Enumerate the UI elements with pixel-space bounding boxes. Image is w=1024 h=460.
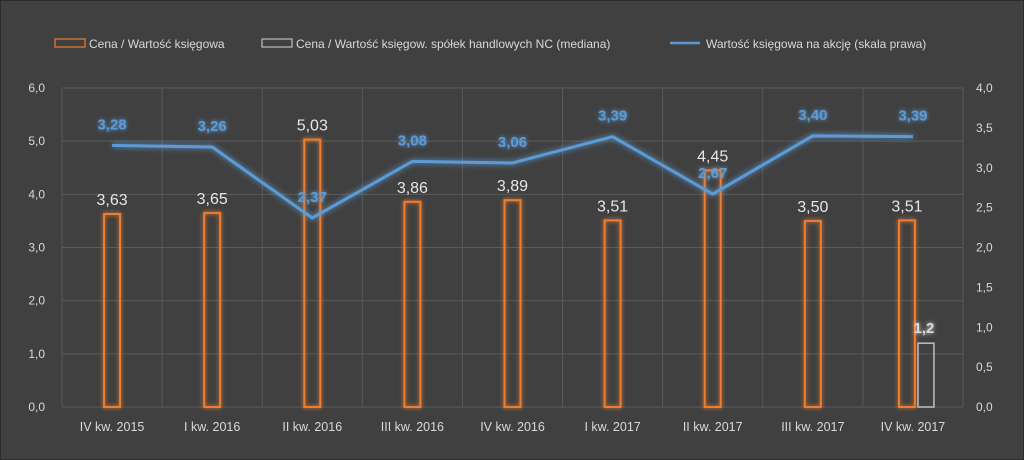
- bar-data-label: 5,03: [297, 118, 328, 135]
- y-left-tick-label: 5,0: [28, 134, 45, 148]
- x-tick-label: III kw. 2017: [781, 420, 844, 434]
- bar-series: [103, 138, 935, 409]
- y-right-tick-label: 4,0: [976, 81, 993, 95]
- x-tick-label: IV kw. 2016: [480, 420, 545, 434]
- y-axis-right: 0,0 0,5 1,0 1,5 2,0 2,5 3,0 3,5 4,0: [976, 81, 993, 414]
- bar: [603, 219, 622, 408]
- y-axis-left: 0,0 1,0 2,0 3,0 4,0 5,0 6,0: [28, 81, 45, 414]
- y-left-tick-label: 6,0: [28, 81, 45, 95]
- bar-data-label: 3,63: [96, 192, 127, 209]
- y-left-tick-label: 4,0: [28, 187, 45, 201]
- bar: [203, 211, 222, 408]
- y-left-tick-label: 3,0: [28, 241, 45, 255]
- x-tick-label: I kw. 2016: [184, 420, 240, 434]
- line-data-label: 2,67: [698, 165, 727, 182]
- legend-label: Cena / Wartość księgow. spółek handlowyc…: [296, 37, 610, 51]
- y-right-tick-label: 3,5: [976, 121, 993, 135]
- legend-swatch: [54, 38, 86, 48]
- x-tick-label: II kw. 2016: [282, 420, 342, 434]
- y-right-tick-label: 0,5: [976, 360, 993, 374]
- legend-label: Wartość księgowa na akcję (skala prawa): [706, 37, 926, 51]
- x-tick-label: II kw. 2017: [683, 420, 743, 434]
- bar: [403, 200, 422, 408]
- bar: [803, 219, 822, 408]
- y-right-tick-label: 1,0: [976, 320, 993, 334]
- bar: [897, 219, 916, 408]
- y-left-tick-label: 0,0: [28, 400, 45, 414]
- x-tick-label: I kw. 2017: [584, 420, 640, 434]
- bar: [303, 138, 322, 409]
- legend-swatch: [261, 38, 293, 48]
- median-data-label: 1,2: [914, 320, 935, 337]
- median-bar: [917, 342, 935, 408]
- bar-data-label: 3,51: [891, 198, 922, 215]
- y-right-tick-label: 1,5: [976, 280, 993, 294]
- legend-label: Cena / Wartość księgowa: [89, 37, 225, 51]
- bar: [503, 199, 522, 408]
- bar: [103, 213, 122, 408]
- line-data-label: 3,08: [398, 132, 427, 149]
- bar-data-label: 3,86: [397, 180, 428, 197]
- legend: Cena / Wartość księgowa Cena / Wartość ks…: [54, 37, 926, 51]
- bar-data-label: 3,50: [797, 199, 828, 216]
- y-right-tick-label: 2,0: [976, 241, 993, 255]
- line-series: [111, 134, 914, 220]
- line-data-label: 3,39: [598, 108, 627, 125]
- x-tick-label: IV kw. 2017: [881, 420, 946, 434]
- bar-data-label: 4,45: [697, 148, 728, 165]
- line-data-label: 2,37: [298, 189, 327, 206]
- x-axis: IV kw. 2015 I kw. 2016 II kw. 2016 III kw. …: [80, 420, 946, 434]
- bar-data-label: 3,51: [597, 198, 628, 215]
- bar: [703, 169, 722, 408]
- bar-data-label: 3,89: [497, 178, 528, 195]
- line-data-label: 3,26: [198, 118, 227, 135]
- x-tick-label: III kw. 2016: [381, 420, 444, 434]
- gridlines: [61, 87, 964, 408]
- y-right-tick-label: 0,0: [976, 400, 993, 414]
- bar-data-label: 3,65: [197, 191, 228, 208]
- line-data-label: 3,39: [898, 108, 927, 125]
- y-left-tick-label: 2,0: [28, 294, 45, 308]
- x-tick-label: IV kw. 2015: [80, 420, 145, 434]
- data-labels: 3,63 3,65 5,03 3,86 3,89 3,51 4,45 3,50 3,51 1,2 3…: [96, 107, 934, 337]
- y-right-tick-label: 2,5: [976, 201, 993, 215]
- line-data-label: 3,40: [798, 107, 827, 124]
- y-right-tick-label: 3,0: [976, 161, 993, 175]
- line-data-label: 3,06: [498, 134, 527, 151]
- line-data-label: 3,28: [97, 116, 126, 133]
- y-left-tick-label: 1,0: [28, 347, 45, 361]
